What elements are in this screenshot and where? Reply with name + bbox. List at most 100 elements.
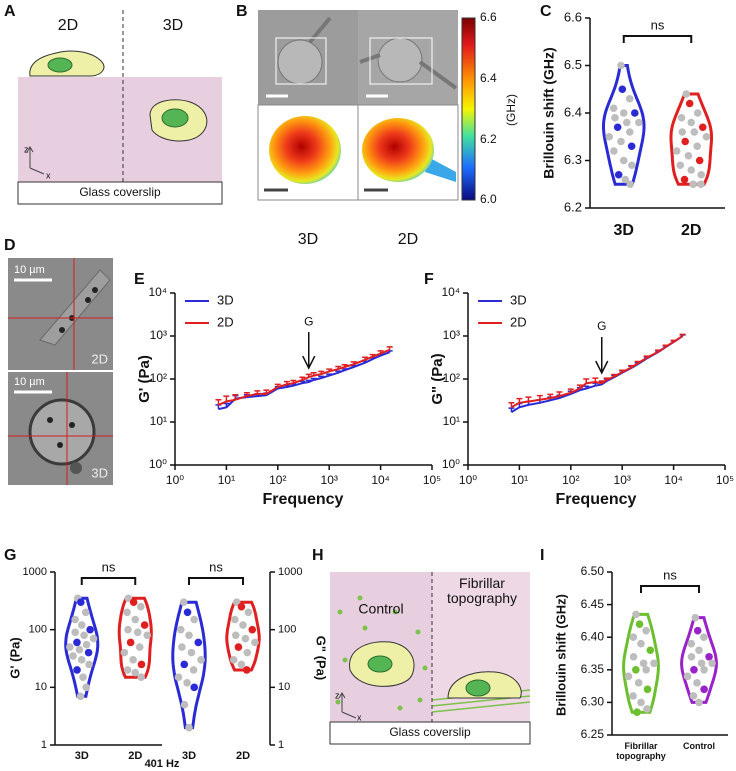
data-point [232,598,241,606]
panel-d: 10 µm 2D 10 µm 3D [8,258,113,485]
bead [70,462,82,474]
data-point [700,685,708,694]
y-tick-label: 10¹ [150,414,167,428]
series-line [218,348,391,406]
label: 3D [298,231,318,248]
data-point [84,648,93,657]
data-point [622,118,631,127]
violin [602,64,646,186]
panel-label: A [4,3,16,20]
data-point [243,648,252,657]
data-point [698,123,707,132]
legend-label: 2D [510,314,527,329]
data-point [190,683,199,692]
data-point [137,660,146,669]
y-tick-label: 10² [150,371,167,385]
label: 2D [91,351,108,366]
colorbar [461,17,476,201]
y-tick-label: 6.25 [581,727,605,741]
nucleus [367,655,393,673]
data-point [625,94,634,103]
data-point [77,598,85,606]
x-tick-label: 10¹ [218,473,235,487]
panel-label: D [4,237,16,254]
data-point [635,118,643,127]
data-point [695,698,703,707]
y-tick-label: 6.5 [564,57,582,72]
colorbar-tick: 6.2 [480,132,497,146]
label-box: 2D [236,750,250,762]
label-box: Fibrillar topography [447,576,517,606]
label-box: Fibrillar topography [616,742,666,761]
y-tick-label: 6.50 [581,564,605,578]
data-point [185,723,193,732]
label-box: 3D [182,750,196,762]
y-tick-label: 10⁴ [148,285,167,299]
data-point [251,638,259,647]
cell [377,37,423,83]
x-axis-label: Frequency [263,491,344,508]
y-tick-label: 10¹ [443,414,460,428]
data-point [700,633,708,641]
y-tick-label: 6.30 [581,695,605,709]
x-tick-label: 10⁵ [423,473,441,487]
y-axis-label: G" (Pa) [314,636,329,680]
label: Glass coverslip [389,725,471,739]
data-point [244,608,253,617]
violin [225,600,261,672]
label-box: 3D [74,750,89,762]
data-point [241,634,250,643]
data-point [617,137,625,146]
data-point [687,639,696,648]
legend-label: 2D [217,314,234,329]
data-point [124,625,132,634]
data-point [681,137,690,146]
data-point [189,666,198,674]
data-point [229,656,238,664]
colorbar-tick: 6.6 [480,10,497,24]
label-box: 3D [614,222,634,239]
data-point [642,626,650,635]
data-point [639,659,648,668]
data-point [628,161,636,170]
y-tick-label: 10⁰ [149,457,167,471]
data-point [617,61,625,70]
data-point [629,652,638,661]
data-point [693,626,702,635]
data-point [179,598,188,606]
data-point [629,633,638,641]
data-point [619,109,628,117]
panel-b: 6.6 6.4 6.2 6.0 (GHz) 3D 2D [257,10,518,248]
data-point [131,668,140,677]
data-point [650,659,658,668]
panel-label: C [540,3,552,20]
bead [47,417,53,423]
data-point [691,613,700,622]
coverslip [17,181,223,205]
data-point [180,700,189,709]
data-point [190,615,198,624]
panel-a: 2D 3D Glass coverslip z x [17,10,223,205]
data-point [695,156,704,165]
data-point [231,631,240,640]
data-point [626,180,634,189]
significance-label: ns [209,559,223,574]
category-label: 3D [74,750,89,762]
data-point [82,683,91,692]
data-point [680,175,689,184]
data-point [672,147,681,155]
violin [171,600,207,730]
y-axis-label: G' (Pa) [136,355,153,403]
bead [59,327,65,333]
bead [57,442,63,448]
data-point [197,656,205,664]
data-point [81,608,90,617]
x-tick-label: 10² [562,473,579,487]
data-point [629,692,637,700]
violin [64,596,100,698]
roi [369,37,433,85]
data-point [682,90,691,98]
y-axis-label: Brillouin shift (GHz) [541,47,557,178]
y-tick-label: 1000 [23,566,47,578]
data-point [633,708,641,716]
